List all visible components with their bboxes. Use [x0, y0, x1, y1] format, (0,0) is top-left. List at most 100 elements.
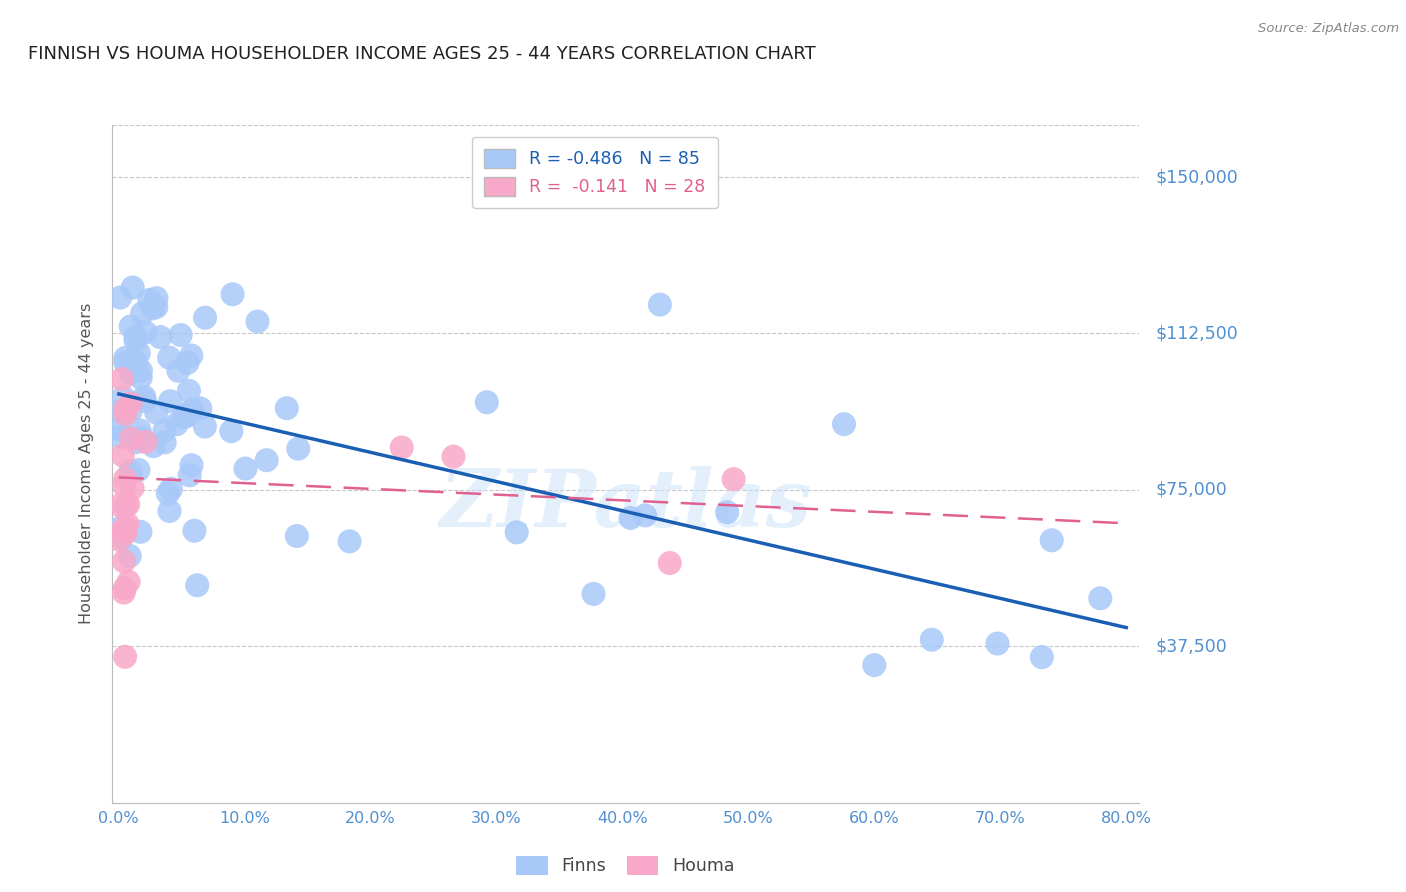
Point	[986, 636, 1008, 650]
Point	[221, 424, 243, 438]
Point	[131, 306, 153, 320]
Point	[157, 351, 180, 365]
Point	[124, 334, 146, 348]
Point	[1040, 533, 1063, 548]
Text: ZIPatlas: ZIPatlas	[440, 466, 811, 543]
Point	[110, 422, 132, 436]
Point	[129, 524, 152, 539]
Point	[167, 364, 190, 378]
Point	[287, 442, 309, 456]
Legend: Finns, Houma: Finns, Houma	[509, 849, 742, 882]
Text: $150,000: $150,000	[1156, 168, 1239, 186]
Point	[506, 525, 529, 540]
Point	[131, 431, 153, 445]
Point	[114, 402, 136, 417]
Point	[121, 280, 143, 294]
Y-axis label: Householder Income Ages 25 - 44 years: Householder Income Ages 25 - 44 years	[79, 303, 94, 624]
Text: $37,500: $37,500	[1156, 638, 1227, 656]
Point	[128, 431, 150, 445]
Point	[114, 649, 136, 664]
Point	[135, 326, 157, 340]
Point	[112, 554, 135, 568]
Point	[108, 291, 131, 305]
Point	[159, 394, 181, 409]
Point	[194, 419, 217, 434]
Text: FINNISH VS HOUMA HOUSEHOLDER INCOME AGES 25 - 44 YEARS CORRELATION CHART: FINNISH VS HOUMA HOUSEHOLDER INCOME AGES…	[28, 45, 815, 62]
Text: $75,000: $75,000	[1156, 481, 1227, 499]
Point	[863, 658, 886, 673]
Point	[145, 300, 167, 314]
Point	[339, 534, 361, 549]
Point	[120, 432, 142, 446]
Point	[120, 464, 142, 478]
Point	[134, 390, 156, 404]
Point	[120, 319, 142, 334]
Point	[160, 482, 183, 496]
Point	[125, 355, 148, 369]
Point	[114, 521, 136, 535]
Point	[128, 346, 150, 360]
Point	[181, 402, 204, 417]
Point	[276, 401, 298, 416]
Point	[121, 481, 143, 495]
Point	[169, 328, 191, 343]
Point	[125, 435, 148, 450]
Point	[117, 574, 139, 589]
Point	[159, 504, 181, 518]
Point	[179, 468, 201, 483]
Point	[108, 404, 131, 418]
Point	[117, 497, 139, 511]
Point	[118, 549, 141, 563]
Point	[153, 435, 176, 450]
Point	[114, 355, 136, 369]
Point	[186, 578, 208, 592]
Point	[114, 522, 136, 536]
Point	[176, 356, 198, 370]
Point	[177, 384, 200, 398]
Point	[246, 314, 269, 328]
Point	[114, 581, 136, 595]
Point	[443, 450, 465, 464]
Text: Source: ZipAtlas.com: Source: ZipAtlas.com	[1258, 22, 1399, 36]
Point	[1090, 591, 1112, 606]
Point	[634, 508, 657, 523]
Point	[108, 499, 131, 513]
Point	[112, 390, 135, 404]
Point	[138, 293, 160, 307]
Point	[194, 310, 217, 325]
Point	[111, 372, 134, 386]
Point	[114, 472, 136, 486]
Point	[145, 406, 167, 420]
Point	[112, 585, 135, 599]
Point	[648, 297, 671, 311]
Point	[619, 511, 641, 525]
Point	[129, 370, 152, 384]
Point	[114, 526, 136, 541]
Point	[166, 417, 188, 431]
Point	[716, 505, 738, 519]
Point	[256, 453, 278, 467]
Point	[114, 499, 136, 513]
Point	[110, 520, 132, 534]
Point	[1031, 650, 1053, 665]
Point	[142, 301, 165, 316]
Point	[134, 434, 156, 449]
Point	[180, 458, 202, 473]
Point	[156, 486, 179, 500]
Point	[142, 439, 165, 453]
Point	[221, 287, 243, 301]
Point	[114, 351, 136, 365]
Point	[153, 424, 176, 438]
Point	[112, 479, 135, 493]
Point	[127, 463, 149, 477]
Point	[129, 364, 152, 378]
Point	[120, 403, 142, 417]
Point	[391, 441, 413, 455]
Text: $112,500: $112,500	[1156, 325, 1239, 343]
Point	[658, 556, 681, 570]
Point	[110, 530, 132, 544]
Point	[124, 330, 146, 344]
Point	[108, 430, 131, 444]
Point	[120, 367, 142, 381]
Point	[285, 529, 308, 543]
